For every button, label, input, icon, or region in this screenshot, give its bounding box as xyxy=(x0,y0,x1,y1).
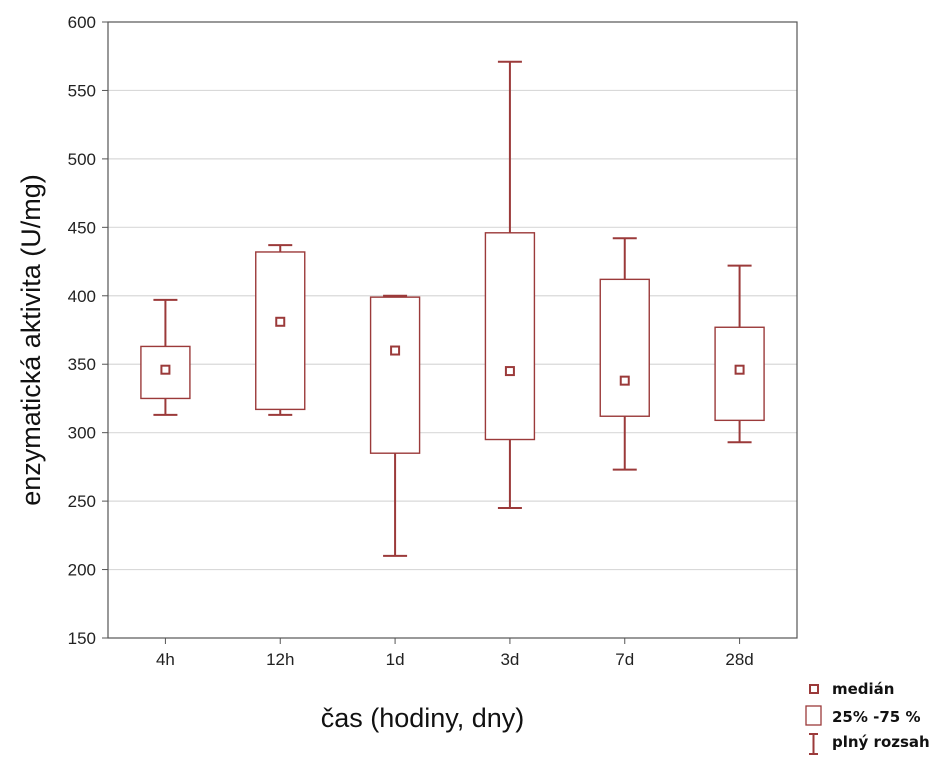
x-tick-label-1d: 1d xyxy=(386,650,405,669)
x-tick-label-3d: 3d xyxy=(500,650,519,669)
box-group-28d xyxy=(714,264,765,444)
median-marker-12h xyxy=(275,316,286,327)
box-iqr-1d xyxy=(369,296,421,454)
box-group-1d xyxy=(369,294,421,557)
x-tick-label-4h: 4h xyxy=(156,650,175,669)
boxes xyxy=(140,60,765,557)
y-tick-label-150: 150 xyxy=(68,629,96,648)
box-iqr-12h xyxy=(255,251,306,411)
legend-label-whisker: plný rozsah xyxy=(832,733,930,751)
gridlines xyxy=(108,89,797,571)
median-marker-28d xyxy=(734,364,745,375)
x-axis-ticks: 4h 12h 1d 3d 7d 28d xyxy=(156,638,754,669)
median-marker-1d xyxy=(390,345,401,356)
y-axis-ticks: 150 200 250 300 350 400 450 500 550 600 xyxy=(68,13,108,648)
legend-box-marker xyxy=(805,705,822,726)
y-tick-label-450: 450 xyxy=(68,218,96,237)
x-axis-title: čas (hodiny, dny) xyxy=(321,703,525,733)
y-axis-title: enzymatická aktivita (U/mg) xyxy=(16,174,46,506)
legend-median-marker xyxy=(809,684,819,694)
y-tick-label-500: 500 xyxy=(68,150,96,169)
median-marker-3d xyxy=(504,366,515,377)
y-tick-label-400: 400 xyxy=(68,287,96,306)
y-tick-label-350: 350 xyxy=(68,355,96,374)
legend-label-box: 25% -75 % xyxy=(832,708,920,726)
x-tick-label-7d: 7d xyxy=(615,650,634,669)
box-group-4h xyxy=(140,298,191,416)
median-marker-7d xyxy=(619,375,630,386)
legend-whisker-marker xyxy=(809,733,818,755)
box-iqr-4h xyxy=(140,345,191,400)
box-group-3d xyxy=(484,60,536,509)
x-tick-label-28d: 28d xyxy=(725,650,753,669)
plot-frame xyxy=(107,21,798,639)
y-tick-label-300: 300 xyxy=(68,424,96,443)
legend: medián 25% -75 % plný rozsah xyxy=(805,680,930,755)
median-marker-4h xyxy=(160,364,171,375)
y-tick-label-200: 200 xyxy=(68,561,96,580)
y-tick-label-600: 600 xyxy=(68,13,96,32)
legend-label-median: medián xyxy=(832,680,894,698)
y-tick-label-250: 250 xyxy=(68,492,96,511)
y-tick-label-550: 550 xyxy=(68,81,96,100)
box-iqr-7d xyxy=(599,278,650,417)
box-group-12h xyxy=(255,244,306,416)
x-tick-label-12h: 12h xyxy=(266,650,294,669)
box-group-7d xyxy=(599,237,650,471)
box-iqr-3d xyxy=(484,232,536,441)
